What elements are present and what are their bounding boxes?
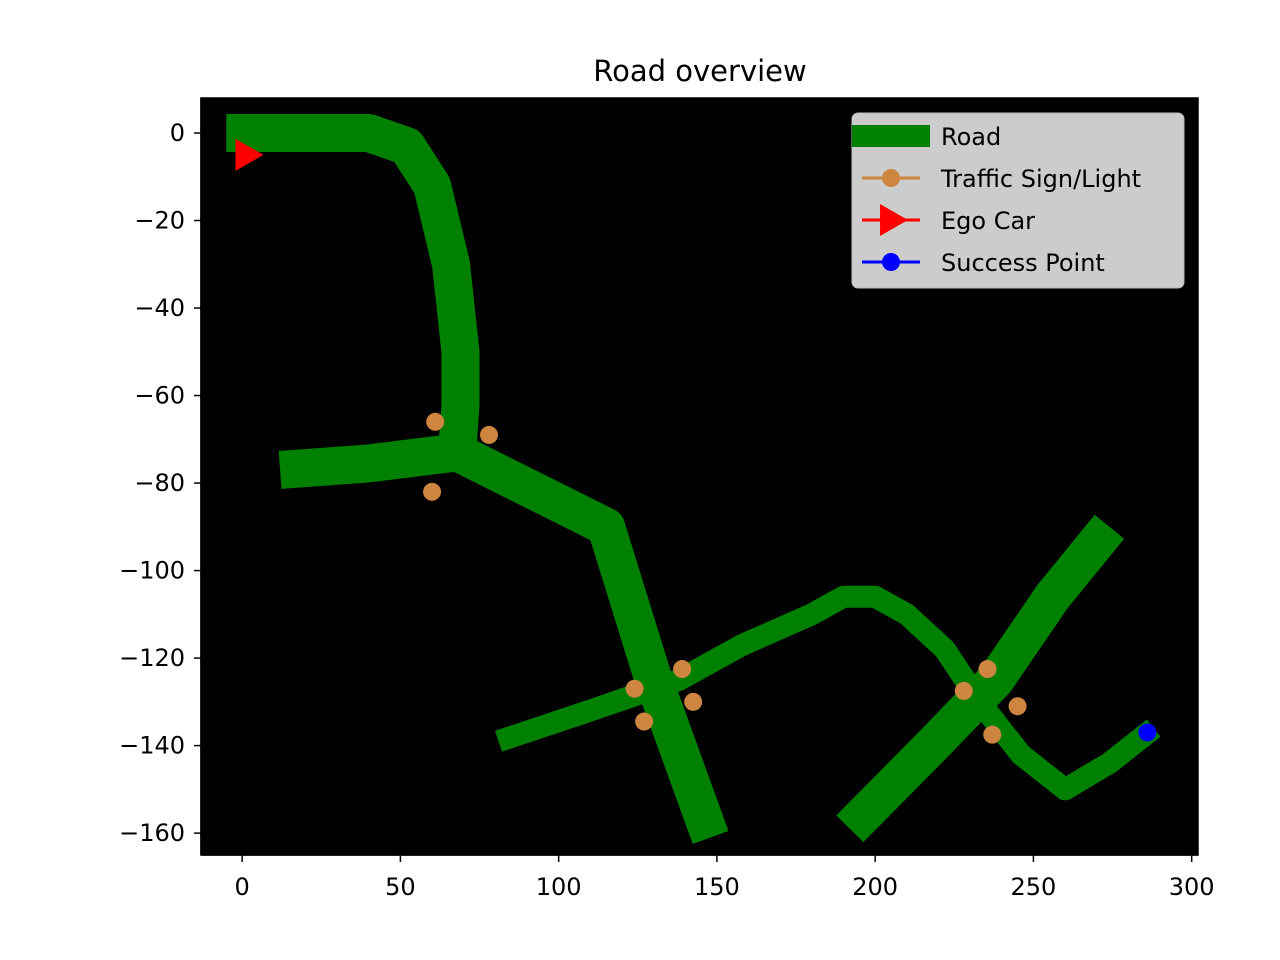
legend-traffic-sign-label: Traffic Sign/Light <box>940 165 1141 193</box>
y-tick-label: −120 <box>119 644 185 672</box>
y-tick-label: −160 <box>119 819 185 847</box>
x-tick-label: 100 <box>536 873 582 901</box>
plot-frame <box>200 97 1199 856</box>
x-tick-label: 300 <box>1169 873 1215 901</box>
x-tick-label: 150 <box>694 873 740 901</box>
y-tick-label: −140 <box>119 732 185 760</box>
y-tick-label: −100 <box>119 557 185 585</box>
ego-car-marker <box>235 138 264 171</box>
y-tick-label: −80 <box>134 469 185 497</box>
x-tick-label: 50 <box>385 873 416 901</box>
legend-success-point-marker <box>882 253 900 271</box>
y-tick-label: 0 <box>170 119 185 147</box>
x-tick-label: 200 <box>852 873 898 901</box>
y-tick-label: −60 <box>134 382 185 410</box>
traffic-sign-marker-7 <box>684 692 703 711</box>
traffic-sign-marker-1 <box>426 412 445 431</box>
traffic-sign-marker-11 <box>983 725 1002 744</box>
traffic-sign-marker-10 <box>1008 697 1027 716</box>
markers-layer <box>235 138 1157 742</box>
legend-road-label: Road <box>941 123 1001 151</box>
legend: Road Traffic Sign/Light Ego Car Success … <box>851 112 1185 289</box>
legend-ego-car-marker <box>880 204 908 236</box>
x-tick-label: 250 <box>1011 873 1057 901</box>
traffic-sign-marker-5 <box>673 660 692 679</box>
traffic-signs-layer <box>423 412 1027 744</box>
legend-success-point-label: Success Point <box>941 249 1105 277</box>
legend-ego-car-label: Ego Car <box>941 207 1035 235</box>
traffic-sign-marker-8 <box>954 681 973 700</box>
legend-traffic-sign-marker <box>882 169 900 187</box>
road-segment-2 <box>278 433 729 844</box>
road-segment-3 <box>836 514 1125 843</box>
y-tick-label: −20 <box>134 207 185 235</box>
road-segment-1 <box>226 114 480 450</box>
y-tick-label: −40 <box>134 294 185 322</box>
traffic-sign-marker-6 <box>635 712 654 731</box>
x-tick-label: 0 <box>235 873 250 901</box>
success-point-marker <box>1138 723 1157 742</box>
traffic-sign-marker-4 <box>625 679 644 698</box>
traffic-sign-marker-3 <box>423 482 442 501</box>
traffic-sign-marker-9 <box>978 660 997 679</box>
legend-box <box>851 112 1185 289</box>
chart-title: Road overview <box>593 54 806 88</box>
traffic-sign-marker-2 <box>480 425 499 444</box>
